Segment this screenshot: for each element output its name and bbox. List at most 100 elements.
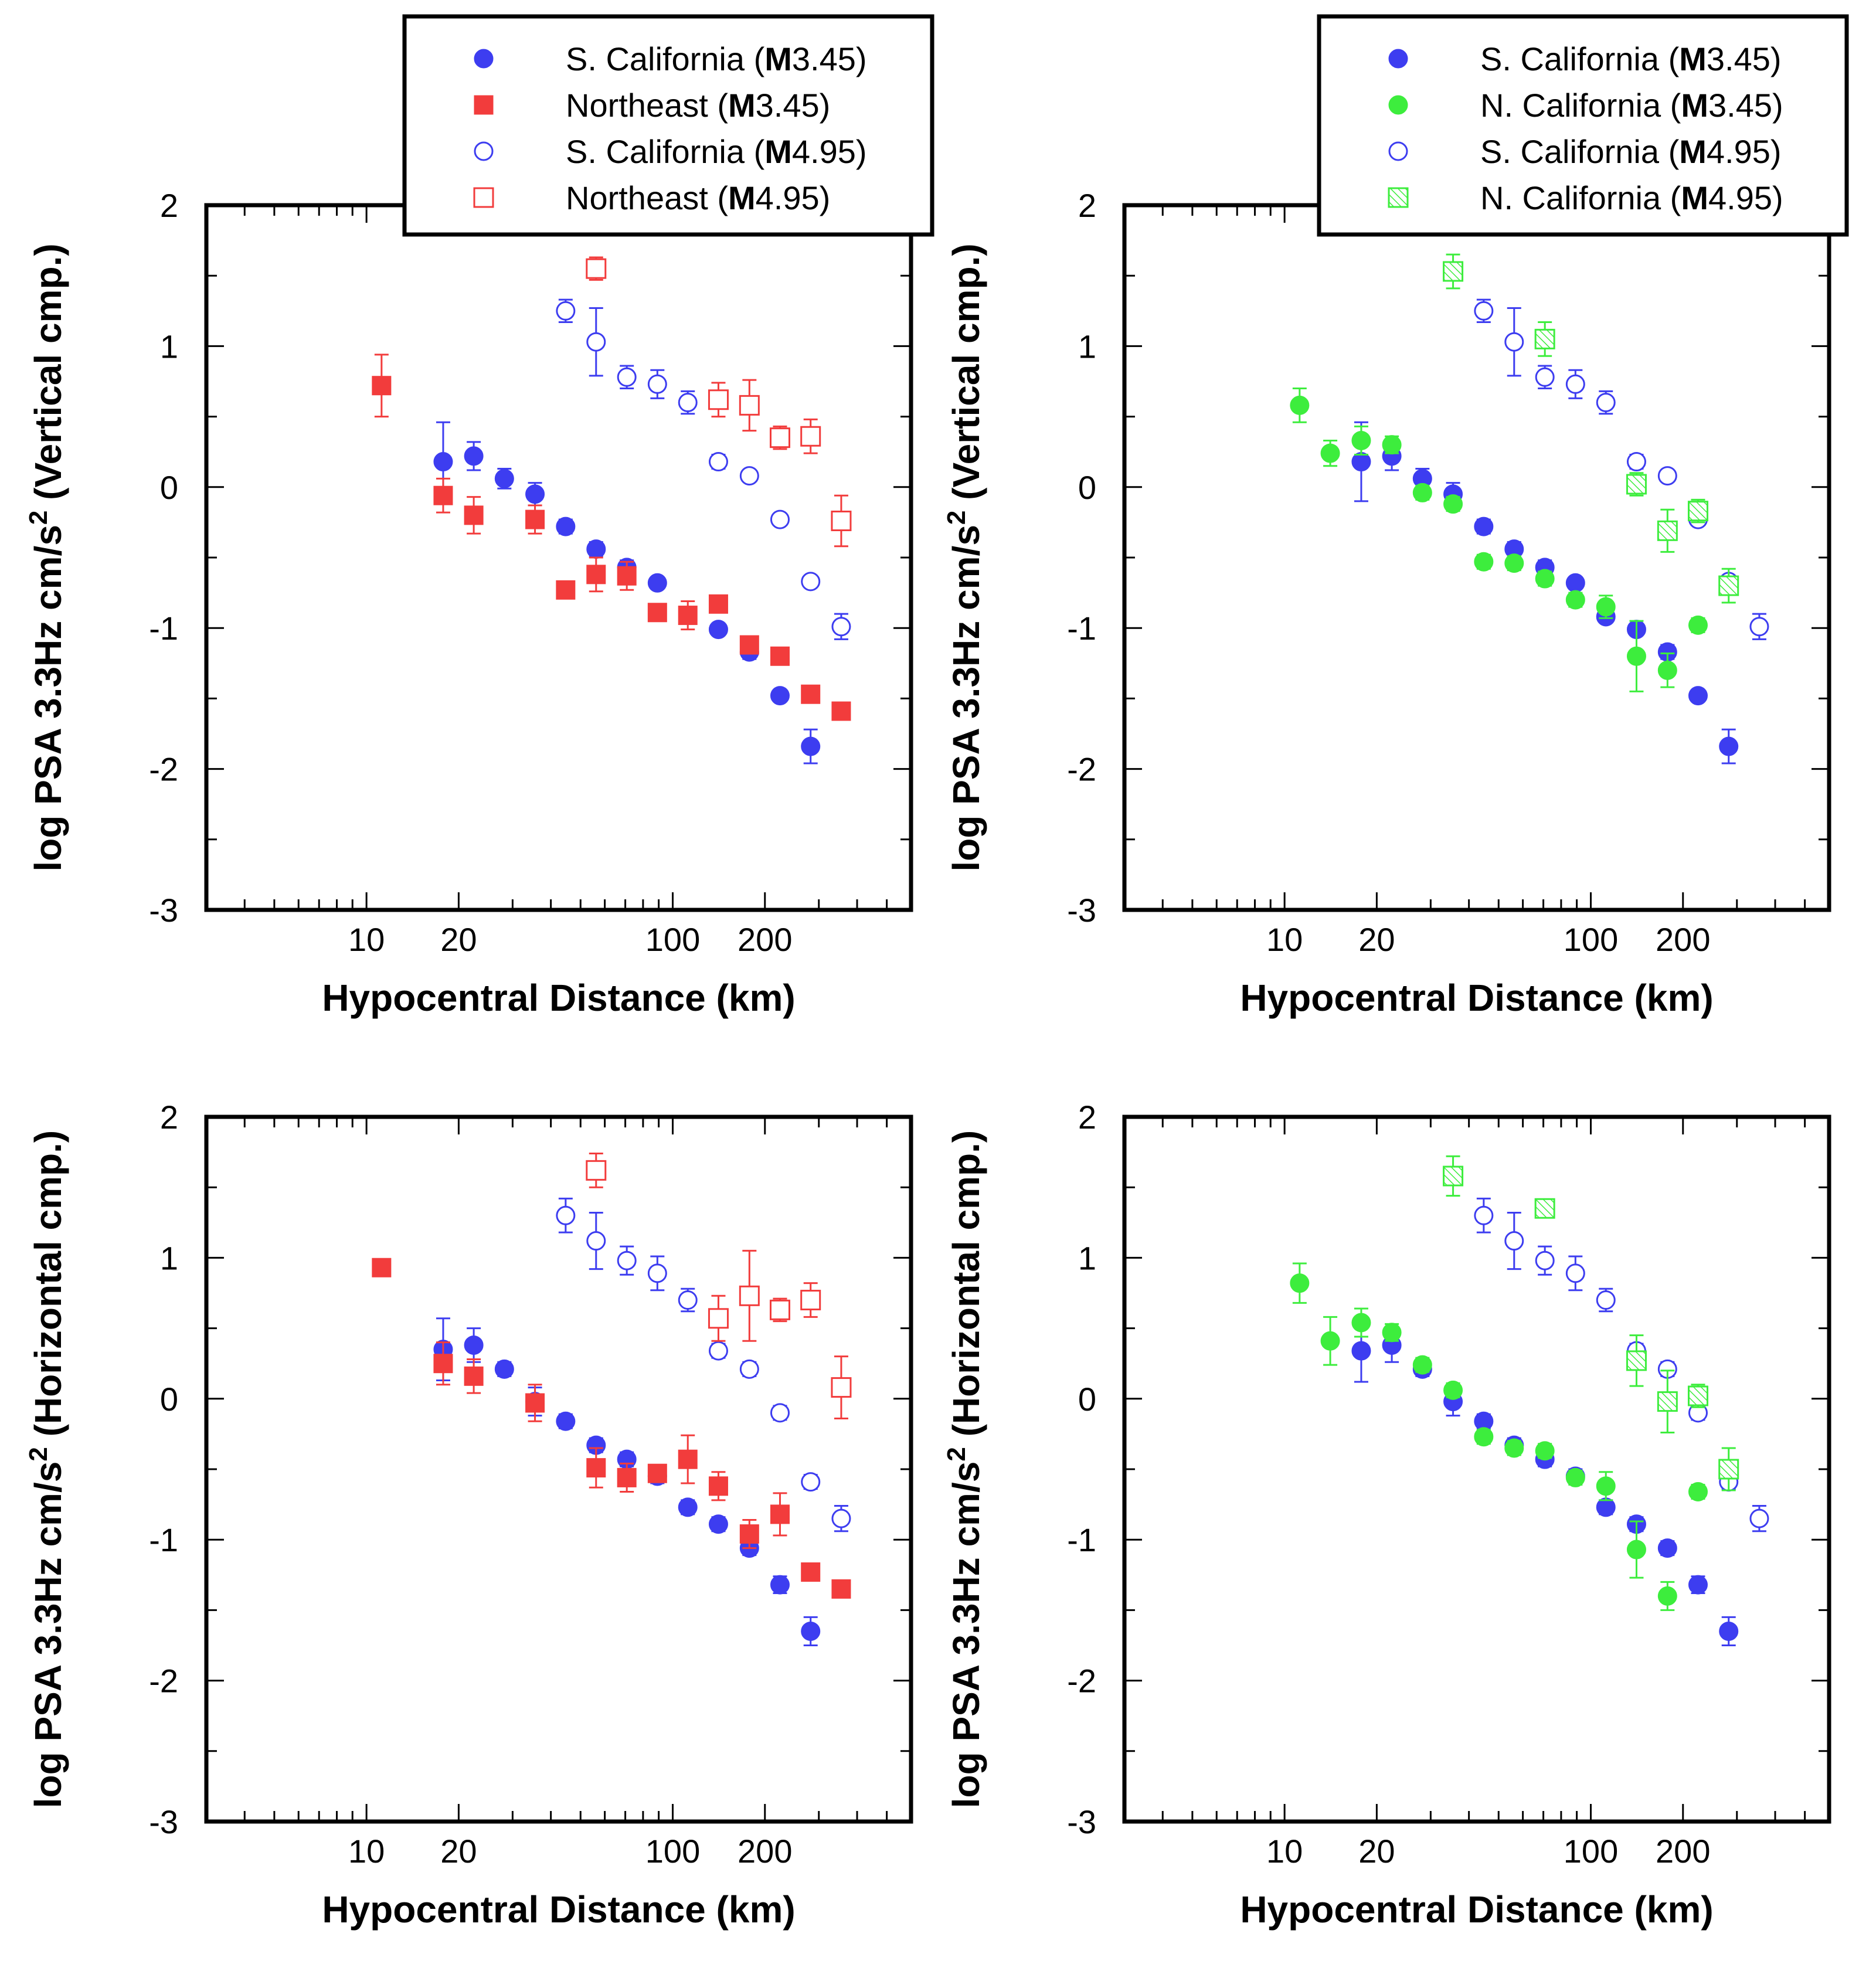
data-point — [770, 1403, 790, 1423]
x-tick-label: 20 — [440, 921, 477, 958]
x-tick-label: 100 — [1564, 921, 1618, 958]
data-point — [1749, 1508, 1769, 1528]
x-tick-label: 200 — [1656, 1833, 1710, 1870]
x-tick-label: 10 — [348, 921, 385, 958]
data-point — [494, 468, 514, 488]
series-blue-circle-filled — [1351, 421, 1739, 764]
data-point — [678, 1497, 698, 1517]
legend-label-magnitude: 4.95) — [1707, 133, 1782, 170]
data-point — [1657, 1538, 1677, 1558]
data-point — [1474, 552, 1494, 572]
data-point — [1626, 1350, 1647, 1371]
data-point — [739, 1285, 760, 1306]
data-point — [1657, 660, 1677, 680]
legend: S. California (M3.45)N. California (M3.4… — [1317, 14, 1849, 237]
data-point — [831, 1508, 851, 1528]
y-tick-label: -1 — [1067, 1521, 1096, 1558]
y-axis-label-superscript: 2 — [24, 1447, 53, 1461]
data-point — [1443, 261, 1464, 282]
data-point — [831, 510, 852, 531]
data-point — [372, 376, 392, 396]
data-point — [464, 1335, 484, 1355]
y-tick-label: -3 — [1067, 892, 1096, 929]
data-point — [556, 517, 576, 536]
legend-label-magnitude-symbol: M — [1681, 87, 1708, 124]
data-point — [464, 505, 484, 525]
data-point — [678, 393, 698, 413]
y-tick-label: 0 — [160, 469, 178, 506]
legend-label: N. California (M3.45) — [1480, 87, 1783, 124]
legend-marker — [473, 187, 494, 208]
data-point — [647, 1263, 667, 1283]
data-point — [647, 573, 667, 593]
data-point — [800, 426, 821, 447]
series-green-circle-filled — [1290, 1262, 1708, 1611]
data-point — [1443, 1166, 1464, 1187]
y-axis-label: log PSA 3.3Hz cm/s2 (Horizontal cmp.) — [24, 1130, 69, 1809]
data-point — [1504, 553, 1524, 573]
legend-label-magnitude-symbol: M — [1681, 179, 1708, 216]
y-tick-label: -2 — [1067, 751, 1096, 788]
y-axis-label-component: (Horizontal cmp.) — [27, 1130, 69, 1447]
data-point — [556, 580, 576, 600]
legend-label-text: Northeast ( — [566, 87, 728, 124]
legend-label-text: N. California ( — [1480, 179, 1681, 216]
data-point — [1535, 1441, 1555, 1461]
y-axis-label: log PSA 3.3Hz cm/s2 (Vertical cmp.) — [24, 243, 69, 871]
legend-label: N. California (M4.95) — [1480, 179, 1783, 216]
data-point — [1688, 1575, 1708, 1595]
data-point — [586, 258, 607, 279]
data-point — [1290, 1273, 1310, 1293]
series-green-square-hatched — [1443, 253, 1739, 604]
data-point — [1626, 1540, 1646, 1559]
data-point — [1504, 332, 1524, 352]
y-tick-label: 1 — [1078, 1239, 1096, 1276]
data-point — [586, 1231, 606, 1251]
data-point — [1412, 482, 1432, 502]
legend-label: Northeast (M3.45) — [566, 87, 830, 124]
data-point — [586, 565, 606, 585]
x-tick-label: 10 — [348, 1833, 385, 1870]
data-point — [708, 1476, 728, 1496]
data-point — [1412, 1355, 1432, 1375]
legend-label-magnitude-symbol: M — [1679, 133, 1707, 170]
data-point — [1474, 301, 1494, 321]
legend-label-magnitude: 3.45) — [1708, 87, 1783, 124]
x-tick-label: 20 — [1358, 1833, 1395, 1870]
data-point — [1718, 1459, 1739, 1480]
data-point — [1320, 443, 1340, 463]
y-axis-label: log PSA 3.3Hz cm/s2 (Horizontal cmp.) — [942, 1130, 987, 1809]
legend-label-text: Northeast ( — [566, 179, 728, 216]
y-tick-label: -3 — [149, 892, 178, 929]
y-axis-label-component: (Horizontal cmp.) — [945, 1130, 987, 1447]
data-point — [770, 646, 790, 666]
plot-frame — [204, 1114, 913, 1824]
data-point — [1565, 573, 1585, 593]
data-point — [1351, 1341, 1371, 1361]
data-point — [1474, 517, 1494, 536]
x-axis-label: Hypocentral Distance (km) — [322, 1888, 795, 1931]
data-point — [739, 466, 759, 486]
data-point — [1290, 395, 1310, 415]
legend-label-text: S. California ( — [1480, 133, 1680, 170]
legend-label-magnitude-symbol: M — [764, 133, 792, 170]
y-tick-label: 1 — [160, 328, 178, 365]
data-point — [739, 635, 759, 655]
data-point — [801, 1562, 821, 1582]
data-point — [708, 620, 728, 640]
y-axis-label-superscript: 2 — [942, 511, 971, 525]
y-axis-label-superscript: 2 — [24, 511, 53, 525]
data-point — [801, 572, 821, 592]
legend-label-text: S. California ( — [1480, 40, 1680, 77]
y-tick-label: -2 — [149, 751, 178, 788]
legend-marker — [474, 95, 494, 115]
series-red-square-open — [586, 1153, 852, 1419]
data-point — [556, 1205, 576, 1225]
data-point — [1382, 435, 1402, 455]
data-point — [433, 1354, 453, 1374]
data-point — [708, 452, 728, 472]
data-point — [1688, 686, 1708, 706]
data-point — [1320, 1331, 1340, 1351]
data-point — [525, 1393, 545, 1413]
